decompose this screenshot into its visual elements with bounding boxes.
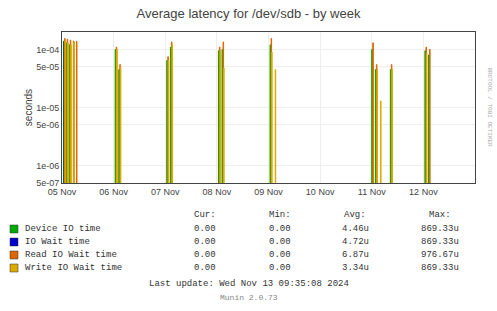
svg-text:869.33u: 869.33u <box>421 263 459 273</box>
svg-text:Average latency for /dev/sdb -: Average latency for /dev/sdb - by week <box>137 6 361 21</box>
svg-text:11 Nov: 11 Nov <box>358 187 386 197</box>
svg-text:09 Nov: 09 Nov <box>254 187 283 197</box>
svg-text:Cur:: Cur: <box>194 210 216 220</box>
svg-text:12 Nov: 12 Nov <box>409 187 438 197</box>
svg-text:Write IO Wait time: Write IO Wait time <box>25 263 122 273</box>
svg-text:3.34u: 3.34u <box>342 263 369 273</box>
svg-text:seconds: seconds <box>23 89 34 126</box>
svg-text:RRDTOOL / TOBI OETIKER: RRDTOOL / TOBI OETIKER <box>486 68 493 148</box>
svg-text:Read IO Wait time: Read IO Wait time <box>25 250 117 260</box>
svg-text:IO Wait time: IO Wait time <box>25 237 90 247</box>
svg-text:869.33u: 869.33u <box>421 224 459 234</box>
svg-text:1e-06: 1e-06 <box>36 161 59 171</box>
svg-text:0.00: 0.00 <box>194 224 216 234</box>
svg-text:0.00: 0.00 <box>269 263 291 273</box>
svg-text:07 Nov: 07 Nov <box>151 187 180 197</box>
svg-text:0.00: 0.00 <box>269 237 291 247</box>
svg-text:0.00: 0.00 <box>194 237 216 247</box>
svg-text:Min:: Min: <box>269 210 291 220</box>
svg-text:1e-05: 1e-05 <box>36 103 59 113</box>
svg-text:4.72u: 4.72u <box>342 237 369 247</box>
svg-text:5e-07: 5e-07 <box>36 178 59 188</box>
svg-text:Device IO time: Device IO time <box>25 224 101 234</box>
svg-text:0.00: 0.00 <box>269 250 291 260</box>
svg-text:Munin 2.0.73: Munin 2.0.73 <box>220 293 278 302</box>
svg-text:06 Nov: 06 Nov <box>99 187 128 197</box>
svg-text:869.33u: 869.33u <box>421 237 459 247</box>
svg-text:5e-05: 5e-05 <box>36 62 59 72</box>
svg-text:Last update: Wed Nov 13 09:35:: Last update: Wed Nov 13 09:35:08 2024 <box>149 279 349 289</box>
svg-text:976.67u: 976.67u <box>421 250 459 260</box>
svg-text:Avg:: Avg: <box>344 210 366 220</box>
svg-text:Max:: Max: <box>429 210 451 220</box>
svg-text:0.00: 0.00 <box>194 263 216 273</box>
svg-text:0.00: 0.00 <box>194 250 216 260</box>
svg-text:1e-04: 1e-04 <box>36 45 59 55</box>
svg-text:05 Nov: 05 Nov <box>48 187 77 197</box>
svg-text:6.87u: 6.87u <box>342 250 369 260</box>
svg-text:10 Nov: 10 Nov <box>306 187 335 197</box>
svg-text:0.00: 0.00 <box>269 224 291 234</box>
svg-text:5e-06: 5e-06 <box>36 120 59 130</box>
svg-text:4.46u: 4.46u <box>342 224 369 234</box>
svg-text:08 Nov: 08 Nov <box>203 187 232 197</box>
